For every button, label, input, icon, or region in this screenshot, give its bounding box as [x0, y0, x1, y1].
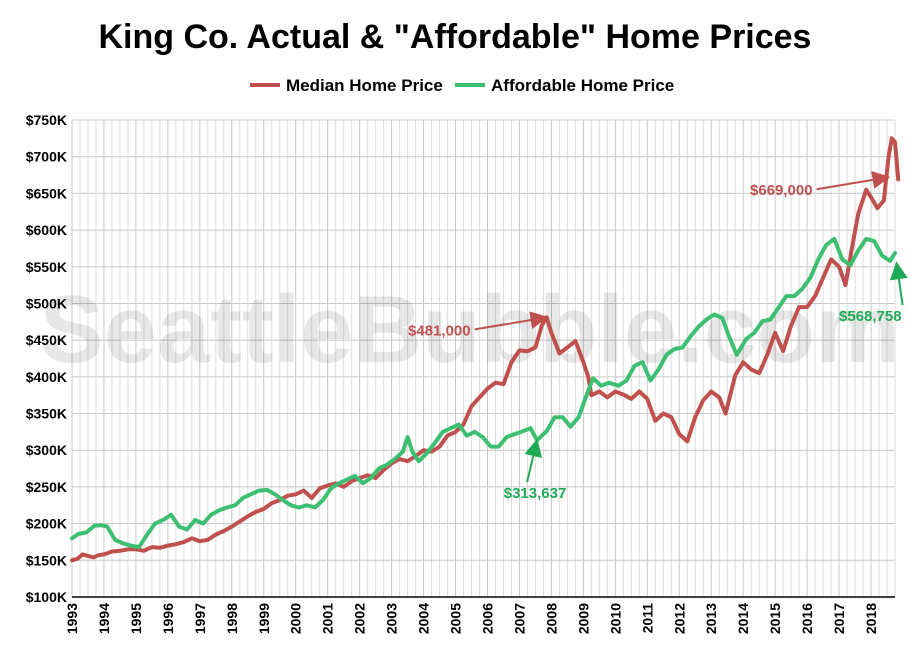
y-tick-label: $100K [26, 589, 67, 605]
y-tick-label: $550K [26, 259, 67, 275]
x-tick-label: 1998 [224, 603, 240, 634]
annotation-arrow [524, 438, 543, 483]
legend-label-median: Median Home Price [286, 76, 443, 95]
x-tick-label: 1994 [96, 603, 112, 634]
y-tick-label: $400K [26, 369, 67, 385]
x-tick-label: 2015 [767, 603, 783, 634]
annotation-arrow [889, 261, 908, 306]
x-tick-label: 2012 [671, 603, 687, 634]
x-tick-label: 1996 [160, 603, 176, 634]
y-tick-label: $500K [26, 295, 67, 311]
x-tick-label: 1993 [64, 603, 80, 634]
grid-minor [79, 120, 896, 597]
legend: Median Home Price Affordable Home Price [250, 76, 674, 95]
y-tick-label: $350K [26, 406, 67, 422]
chart-title: King Co. Actual & "Affordable" Home Pric… [99, 18, 812, 56]
annotation-label: $568,758 [839, 308, 902, 325]
x-tick-label: 2000 [288, 603, 304, 634]
y-tick-label: $200K [26, 516, 67, 532]
x-tick-label: 2005 [448, 603, 464, 634]
x-axis-ticks: 1993 1994 1995 1996 1997 1998 1999 2000 2001 2002… [64, 603, 879, 634]
y-tick-label: $750K [26, 112, 67, 128]
x-tick-label: 2016 [799, 603, 815, 634]
annotation-arrow [474, 311, 549, 331]
y-tick-label: $650K [26, 185, 67, 201]
y-tick-label: $150K [26, 552, 67, 568]
x-tick-label: 2007 [511, 603, 527, 634]
annotation-arrow [816, 171, 891, 191]
x-tick-label: 1995 [128, 603, 144, 634]
y-tick-label: $600K [26, 222, 67, 238]
x-tick-label: 2004 [416, 603, 432, 634]
y-tick-label: $700K [26, 149, 67, 165]
annotations: $481,000 $313,637 $669,000 $568,758 [408, 171, 908, 502]
y-axis-ticks: $100K $150K $200K $250K $300K $350K $400K $450K… [26, 112, 67, 605]
annotation-label: $313,637 [504, 485, 567, 502]
x-tick-label: 1997 [192, 603, 208, 634]
x-tick-label: 1999 [256, 603, 272, 634]
x-tick-label: 2017 [831, 603, 847, 634]
x-tick-label: 2010 [607, 603, 623, 634]
x-tick-label: 2008 [543, 603, 559, 634]
legend-label-affordable: Affordable Home Price [491, 76, 674, 95]
series-line-affordable-home-price [70, 236, 897, 550]
series-layer [70, 136, 901, 563]
x-tick-label: 2002 [352, 603, 368, 634]
series-line-median-home-price [70, 136, 901, 563]
y-tick-label: $300K [26, 442, 67, 458]
x-tick-label: 2011 [639, 603, 655, 634]
x-tick-label: 2014 [735, 603, 751, 634]
y-tick-label: $250K [26, 479, 67, 495]
y-tick-label: $450K [26, 332, 67, 348]
x-tick-label: 2013 [703, 603, 719, 634]
x-tick-label: 2003 [384, 603, 400, 634]
annotation-label: $669,000 [750, 182, 813, 199]
x-tick-label: 2018 [863, 603, 879, 634]
x-tick-label: 2006 [479, 603, 495, 634]
annotation-label: $481,000 [408, 322, 471, 339]
x-tick-label: 2001 [320, 603, 336, 634]
x-tick-label: 2009 [575, 603, 591, 634]
